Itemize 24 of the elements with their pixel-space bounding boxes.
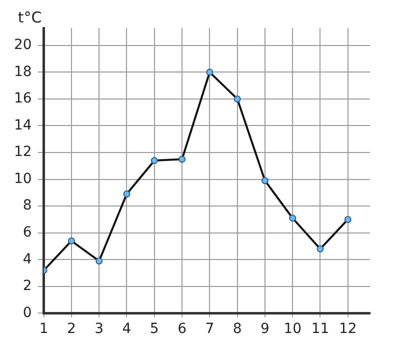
x-tick-label: 1	[39, 321, 48, 338]
x-tick-label: 5	[150, 321, 159, 338]
y-tick-label: 20	[14, 37, 32, 54]
x-tick-label: 6	[178, 321, 187, 338]
y-axis-title: t°C	[18, 8, 42, 26]
y-tick-label: 6	[22, 224, 32, 241]
y-tick-label: 2	[22, 278, 32, 294]
y-tick-label: 8	[22, 198, 32, 214]
x-tick-label: 2	[66, 321, 76, 338]
y-tick-label: 0	[22, 304, 32, 321]
y-tick-label: 16	[14, 90, 32, 107]
x-tick-label: 4	[122, 321, 132, 338]
y-tick-label: 14	[14, 117, 32, 134]
x-tick-label: 3	[94, 321, 104, 338]
x-tick-label: 9	[260, 321, 270, 338]
y-tick-label: 18	[14, 64, 32, 80]
x-tick-label: 11	[311, 321, 330, 338]
x-tick-label: 12	[338, 321, 357, 338]
y-tick-label: 4	[22, 251, 32, 268]
x-tick-label: 8	[232, 321, 242, 338]
x-tick-label: 7	[205, 321, 214, 338]
x-tick-label: 10	[284, 321, 302, 338]
y-tick-label: 10	[14, 170, 32, 187]
y-tick-label: 12	[14, 144, 32, 160]
